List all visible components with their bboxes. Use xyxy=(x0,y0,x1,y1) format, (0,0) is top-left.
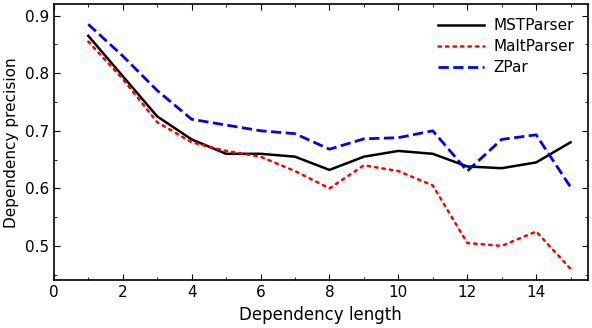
MSTParser xyxy=(395,149,402,153)
MSTParser xyxy=(119,74,126,78)
Line: ZPar: ZPar xyxy=(88,24,571,187)
Line: MaltParser: MaltParser xyxy=(88,42,571,269)
ZPar xyxy=(223,123,230,127)
MaltParser xyxy=(498,244,505,248)
ZPar xyxy=(395,136,402,140)
MSTParser xyxy=(361,155,368,159)
ZPar xyxy=(154,89,161,92)
ZPar xyxy=(567,185,574,189)
ZPar xyxy=(188,117,195,121)
MaltParser xyxy=(188,140,195,144)
X-axis label: Dependency length: Dependency length xyxy=(239,306,402,324)
ZPar xyxy=(257,129,264,133)
MSTParser xyxy=(464,165,471,169)
ZPar xyxy=(533,133,540,137)
Line: MSTParser: MSTParser xyxy=(88,36,571,170)
MSTParser xyxy=(257,152,264,156)
MSTParser xyxy=(154,114,161,118)
MaltParser xyxy=(85,40,92,44)
ZPar xyxy=(326,147,333,151)
MaltParser xyxy=(464,241,471,245)
ZPar xyxy=(85,22,92,26)
MaltParser xyxy=(567,267,574,271)
MSTParser xyxy=(429,152,436,156)
MaltParser xyxy=(223,149,230,153)
MaltParser xyxy=(257,155,264,159)
MSTParser xyxy=(498,166,505,170)
MaltParser xyxy=(119,77,126,81)
ZPar xyxy=(291,132,298,135)
MSTParser xyxy=(188,137,195,141)
MaltParser xyxy=(395,169,402,173)
ZPar xyxy=(498,137,505,141)
MSTParser xyxy=(291,155,298,159)
MaltParser xyxy=(154,120,161,124)
MaltParser xyxy=(326,186,333,190)
Y-axis label: Dependency precision: Dependency precision xyxy=(4,57,19,228)
MSTParser xyxy=(223,152,230,156)
MaltParser xyxy=(291,169,298,173)
MSTParser xyxy=(533,160,540,164)
ZPar xyxy=(361,137,368,141)
MaltParser xyxy=(533,230,540,234)
MSTParser xyxy=(567,140,574,144)
MSTParser xyxy=(85,34,92,38)
MaltParser xyxy=(429,183,436,187)
MSTParser xyxy=(326,168,333,172)
ZPar xyxy=(464,169,471,173)
MaltParser xyxy=(361,163,368,167)
ZPar xyxy=(429,129,436,133)
Legend: MSTParser, MaltParser, ZPar: MSTParser, MaltParser, ZPar xyxy=(432,12,580,81)
ZPar xyxy=(119,54,126,58)
